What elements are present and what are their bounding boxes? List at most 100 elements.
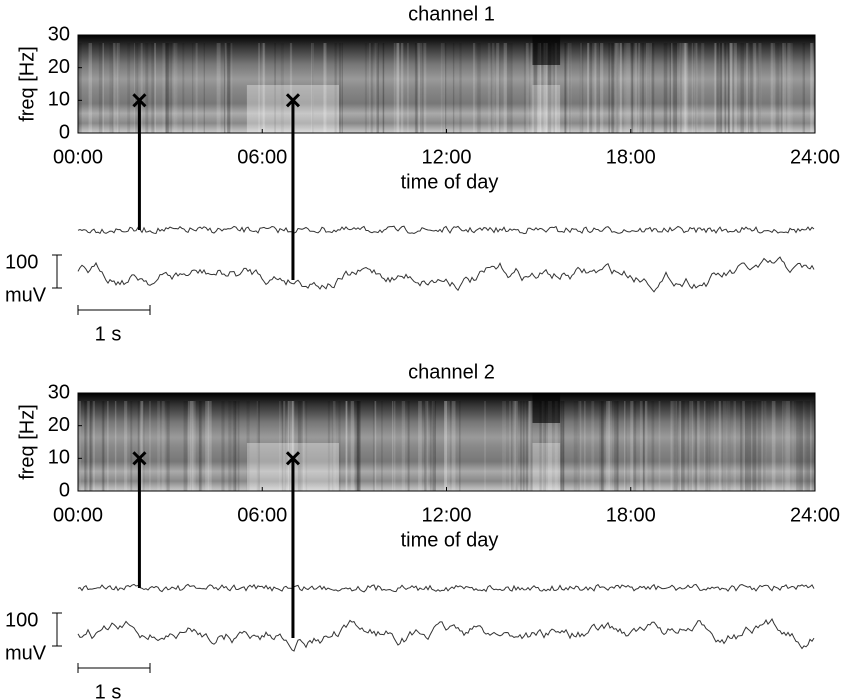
spectrogram-texture [84,401,86,491]
spectrogram-texture [704,401,708,491]
spectrogram-texture [151,43,155,133]
spectrogram-texture [707,401,709,491]
spectrogram-texture [679,43,682,133]
spectrogram-texture [615,43,619,133]
spectrogram-texture [446,401,450,491]
spectrogram-texture [782,401,786,491]
spectrogram-texture [382,43,384,133]
spectrogram-texture [554,401,558,491]
spectrogram-texture [740,401,744,491]
spectrogram-texture [544,43,548,133]
spectrogram-texture [506,43,511,133]
spectrogram-texture [228,401,232,491]
spectrogram-texture [356,401,361,491]
spectrogram-texture [588,43,593,133]
spectrogram-texture [525,43,529,133]
spectrogram-texture [106,401,109,491]
spectrogram [78,393,815,491]
spectrogram-texture [600,43,604,133]
spectrogram-texture [102,401,104,491]
spectrogram-texture [694,43,697,133]
spectrogram-texture [750,43,754,133]
x-tick-label: 18:00 [606,504,656,526]
time-scale-bar [77,305,151,315]
scale-unit: muV [5,642,47,664]
spectrogram-texture [645,401,647,491]
spectrogram-texture [591,401,595,491]
spectrogram-texture [192,43,194,133]
y-tick-label: 20 [48,56,70,78]
spectrogram-texture [542,401,547,491]
spectrogram-texture [776,43,780,133]
spectrogram-texture [87,401,91,491]
spectrogram-texture [339,43,342,133]
y-tick-label: 30 [48,381,70,403]
spectrogram-texture [564,43,567,133]
x-tick-label: 06:00 [237,504,287,526]
spectrogram-texture [430,401,432,491]
spectrogram-texture [729,43,734,133]
spectrogram-texture [752,401,757,491]
spectrogram-texture [89,401,93,491]
spectrogram-texture [116,43,120,133]
spectrogram-texture [78,43,82,133]
spectrogram-texture [614,401,618,491]
spectrogram-texture [799,401,803,491]
spectrogram-texture [416,43,419,133]
spectrogram-texture [676,401,678,491]
spectrogram-texture [311,43,314,133]
spectrogram-texture [771,43,775,133]
spectrogram-texture [440,43,445,133]
y-tick-label: 0 [59,121,70,143]
spectrogram-texture [718,43,720,133]
spectrogram-texture [232,401,237,491]
spectrogram-texture [587,43,590,133]
spectrogram-texture [553,43,555,133]
spectrogram-texture [162,43,166,133]
spectrogram-texture [672,401,677,491]
spectrogram-texture [424,401,429,491]
spectrogram-texture [728,43,731,133]
spectrogram-texture [418,43,423,133]
spectrogram-texture [545,43,549,133]
spectrogram-texture [673,43,678,133]
spectrogram-texture [161,401,165,491]
spectrogram-texture [256,401,260,491]
spectrogram-texture [709,401,711,491]
spectrogram-texture [616,401,619,491]
time-scale-bar [77,663,151,673]
y-tick-label: 20 [48,414,70,436]
spectrogram-texture [694,401,698,491]
spectrogram-texture [112,43,116,133]
spectrogram-texture [503,43,508,133]
y-tick-label: 10 [48,89,70,111]
spectrogram-texture [547,43,552,133]
spectrogram-texture [261,43,266,133]
spectrogram-texture [792,401,794,491]
spectrogram-texture [198,401,202,491]
spectrogram-texture [537,43,542,133]
spectrogram-texture [587,43,590,133]
spectrogram-texture [689,401,693,491]
spectrogram-texture [289,43,293,133]
spectrogram-texture [382,43,385,133]
spectrogram-texture [287,401,292,491]
spectrogram-texture [452,43,455,133]
x-tick-label: 06:00 [237,146,287,168]
spectrogram-texture [149,401,151,491]
spectrogram-texture [246,401,250,491]
spectrogram-texture [102,43,104,133]
spectrogram-texture [771,401,776,491]
spectrogram-texture [190,401,192,491]
spectrogram-texture [513,401,517,491]
spectrogram-texture [305,401,308,491]
spectrogram-texture [496,43,500,133]
spectrogram-region [532,393,561,423]
spectrogram-texture [811,401,815,491]
spectrogram-texture [274,43,276,133]
spectrogram-texture [422,43,427,133]
spectrogram-texture [684,43,687,133]
spectrogram-texture [165,43,168,133]
spectrogram-texture [394,401,396,491]
spectrogram-texture [758,43,762,133]
